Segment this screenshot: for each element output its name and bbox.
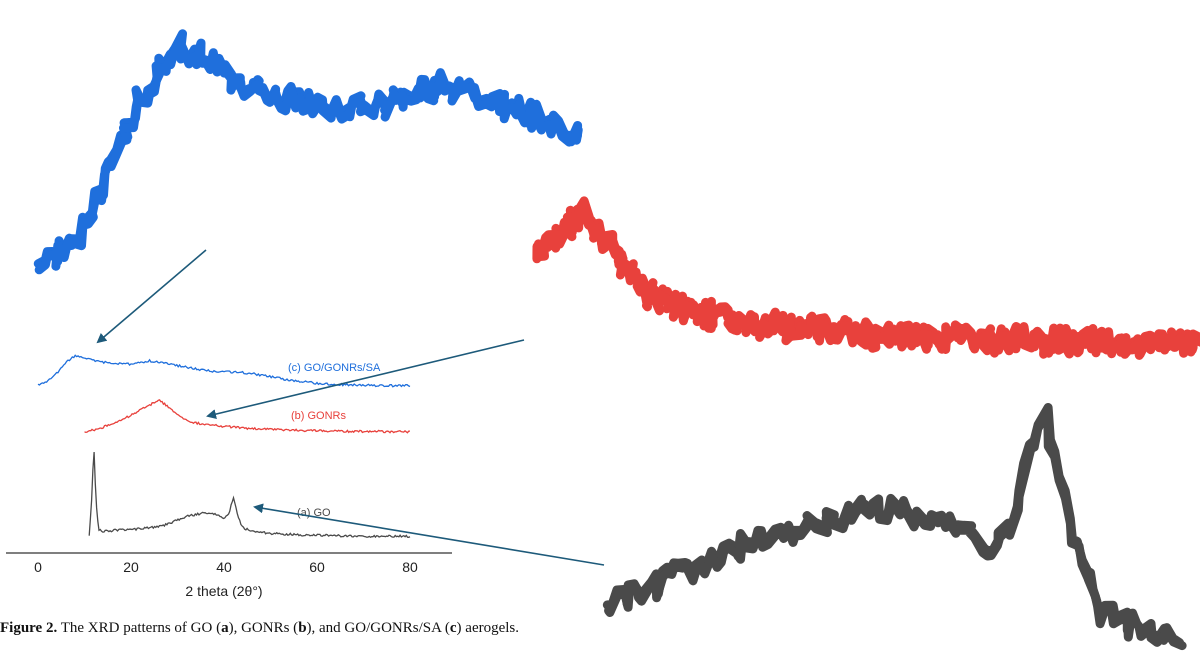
caption-text-4: ) aerogels. — [456, 620, 520, 636]
zoom-insets — [33, 29, 1200, 651]
x-tick-label: 40 — [216, 559, 232, 575]
x-axis-title: 2 theta (2θ°) — [185, 583, 262, 599]
zoomed-series-stroke — [604, 406, 1187, 651]
callout-arrow — [96, 249, 207, 344]
series-label: (c) GO/GONRs/SA — [288, 362, 381, 374]
zoomed-series-stroke — [34, 34, 583, 275]
series-line — [84, 399, 410, 434]
caption-text-3: ), and GO/GONRs/SA ( — [306, 620, 450, 636]
zoomed-series-stroke — [532, 199, 1200, 360]
series-label: (b) GONRs — [291, 410, 347, 422]
caption-key-b: b — [298, 620, 307, 636]
x-tick-label: 0 — [34, 559, 42, 575]
caption-text-1: The XRD patterns of GO ( — [60, 620, 222, 636]
callout-arrow — [206, 339, 525, 419]
callout-arrows — [96, 249, 605, 566]
main-plot: 0 20 40 60 80 2 theta (2θ°) (c) GO/GONRs/SA (b)… — [6, 354, 452, 599]
caption-key-c: c — [449, 620, 457, 636]
x-tick-label: 80 — [402, 559, 418, 575]
series-line — [88, 451, 411, 539]
caption-lead: Figure 2. — [0, 620, 58, 636]
callout-arrow — [253, 503, 605, 566]
caption-text-2: ), GONRs ( — [228, 620, 299, 636]
figure-caption: Figure 2. The XRD patterns of GO (a), GO… — [0, 620, 600, 637]
x-tick-label: 20 — [123, 559, 139, 575]
caption-key-a: a — [221, 620, 229, 636]
series-line — [37, 354, 411, 388]
x-tick-label: 60 — [309, 559, 325, 575]
